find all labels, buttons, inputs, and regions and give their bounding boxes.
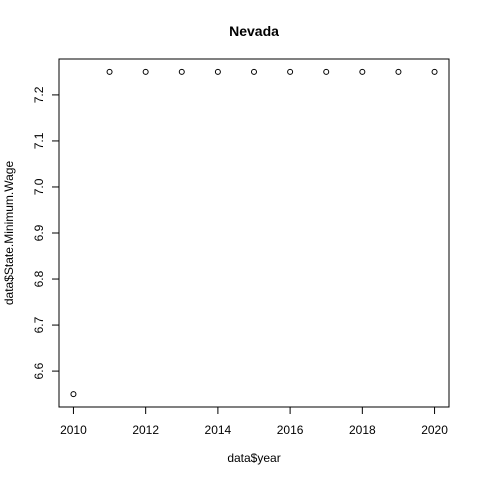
data-point bbox=[251, 68, 257, 75]
y-tick-label: 7.1 bbox=[32, 132, 46, 149]
data-point bbox=[395, 68, 402, 75]
chart-title: Nevada bbox=[229, 23, 279, 39]
x-tick-label: 2010 bbox=[60, 423, 87, 437]
data-point bbox=[287, 68, 294, 75]
x-tick-label: 2020 bbox=[421, 423, 448, 437]
data-point bbox=[359, 68, 366, 75]
y-tick-label: 6.8 bbox=[32, 270, 46, 287]
data-points bbox=[70, 68, 438, 398]
data-point bbox=[431, 68, 438, 75]
x-axis-label: data$year bbox=[227, 451, 280, 465]
y-tick-label: 7.2 bbox=[32, 86, 46, 103]
data-point bbox=[323, 68, 330, 75]
plot-frame bbox=[58, 58, 450, 408]
data-point bbox=[178, 68, 185, 75]
data-point bbox=[106, 68, 113, 75]
data-point bbox=[142, 68, 149, 75]
x-tick-label: 2018 bbox=[349, 423, 376, 437]
y-tick-label: 6.6 bbox=[32, 362, 46, 379]
y-axis-label: data$State.Minimum.Wage bbox=[2, 161, 16, 306]
data-point bbox=[70, 391, 77, 398]
x-tick-label: 2016 bbox=[277, 423, 304, 437]
x-tick-label: 2014 bbox=[205, 423, 232, 437]
y-axis: 6.6 6.7 6.8 6.9 7.0 7.1 7.2 bbox=[32, 86, 60, 379]
y-tick-label: 6.7 bbox=[32, 316, 46, 333]
data-point bbox=[214, 68, 221, 75]
y-tick-label: 7.0 bbox=[32, 178, 46, 195]
x-tick-label: 2012 bbox=[132, 423, 159, 437]
x-axis: 2010 2012 2014 2016 2018 2020 bbox=[60, 406, 448, 437]
y-tick-label: 6.9 bbox=[32, 224, 46, 241]
